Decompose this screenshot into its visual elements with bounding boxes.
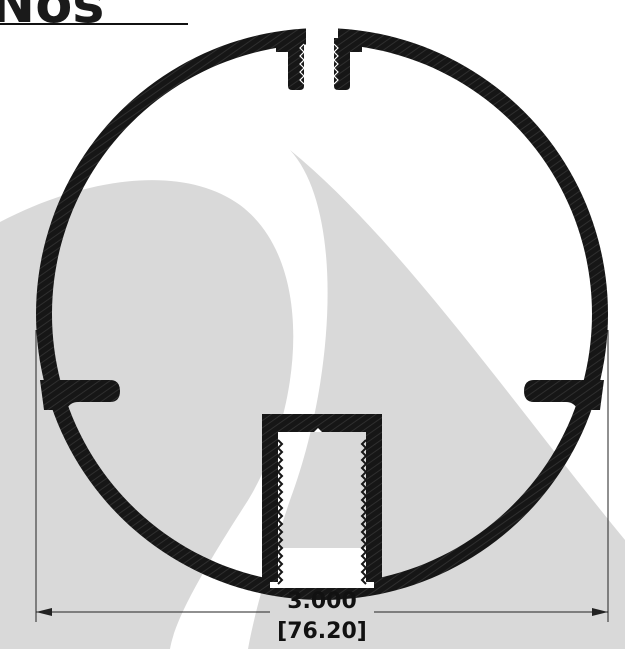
channel-notch	[314, 428, 322, 432]
top-screw-boss	[276, 38, 362, 90]
right-fin	[524, 380, 604, 410]
dimension-imperial: 3.000	[287, 589, 357, 614]
dimension-metric: [76.20]	[277, 619, 367, 644]
channel-right-threads	[360, 439, 368, 585]
top-boss-right	[334, 38, 362, 90]
left-fin	[40, 380, 120, 410]
arrowhead-right	[592, 608, 608, 616]
top-boss-left-threads	[299, 43, 305, 85]
watermark-left-shape	[0, 180, 294, 649]
arrowhead-left	[36, 608, 52, 616]
top-boss-left	[276, 38, 304, 90]
channel-left-threads	[276, 439, 284, 585]
title-fragment: Nos	[0, 0, 104, 35]
top-boss-right-threads	[333, 43, 339, 85]
bottom-channel	[262, 414, 382, 585]
bottom-gap	[270, 548, 374, 588]
watermark-right-shape	[248, 150, 625, 649]
dimension-annotation: 3.000 [76.20]	[35, 330, 609, 644]
channel-body	[262, 414, 382, 582]
top-gap	[306, 26, 338, 50]
watermark-logo	[0, 150, 625, 649]
